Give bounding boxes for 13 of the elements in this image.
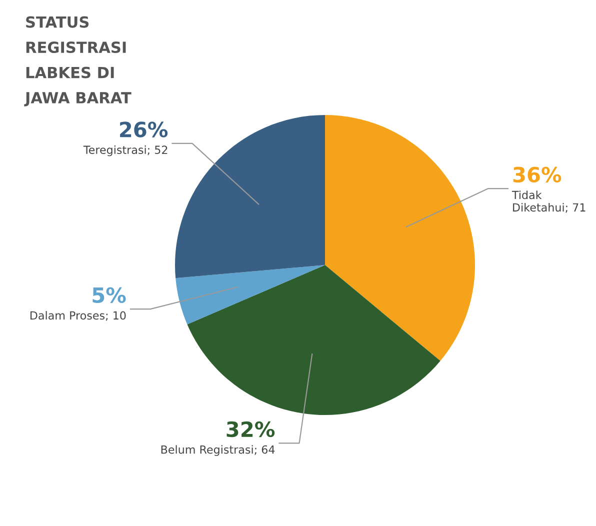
pie-slice	[325, 115, 475, 361]
slice-label: Tidak Diketahui; 71	[512, 190, 586, 213]
slice-label: Dalam Proses; 10	[30, 311, 126, 321]
text: 26%	[120, 122, 168, 138]
text: 36%	[513, 166, 562, 183]
chart-title: STATUS REGISTRASI LABKES DI JAWA BARAT	[24, 16, 132, 106]
pie-slice	[176, 265, 325, 324]
slice-label: Belum Registrasi; 64	[161, 445, 275, 456]
text: 5%	[92, 287, 126, 304]
pie-slice	[175, 115, 325, 278]
slice-label: Teregistrasi; 52	[83, 145, 168, 156]
pie-slice	[187, 265, 440, 415]
text: 32%	[226, 421, 275, 438]
